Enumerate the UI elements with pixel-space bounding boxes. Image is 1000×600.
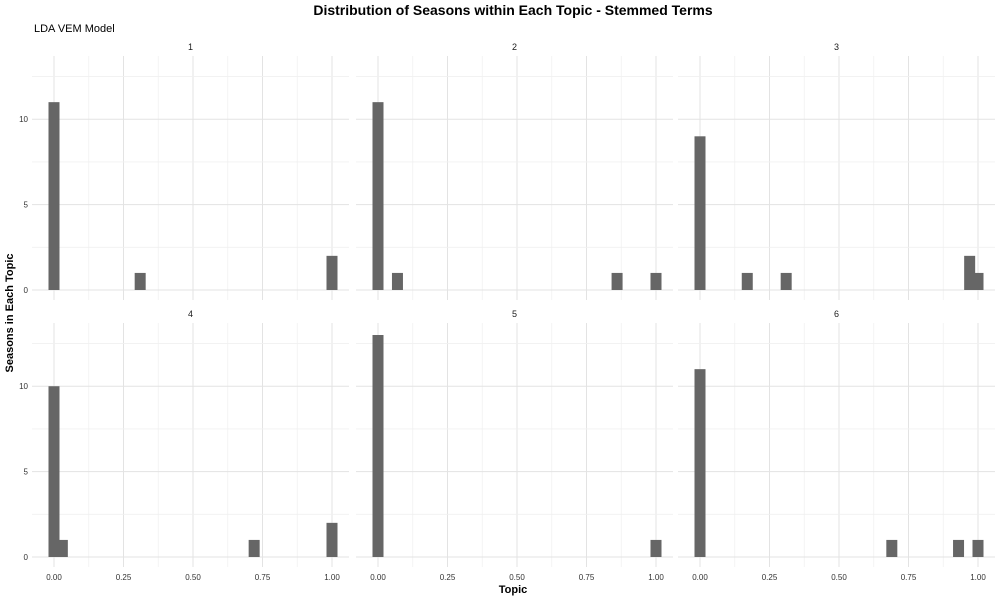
x-tick-label: 0.25 bbox=[440, 573, 456, 582]
facet-label: 3 bbox=[834, 42, 839, 52]
x-tick-label: 0.50 bbox=[509, 573, 525, 582]
histogram-bar bbox=[741, 272, 753, 290]
x-tick-label: 0.25 bbox=[762, 573, 778, 582]
x-tick-label: 0.50 bbox=[831, 573, 847, 582]
histogram-bar bbox=[972, 272, 984, 290]
histogram-bar bbox=[953, 539, 965, 557]
histogram-bar bbox=[48, 386, 60, 557]
y-tick-label: 10 bbox=[19, 115, 28, 124]
histogram-bar bbox=[780, 272, 792, 290]
grid-lines bbox=[32, 56, 349, 300]
x-tick-label: 0.00 bbox=[46, 573, 62, 582]
x-tick-label: 0.00 bbox=[370, 573, 386, 582]
facet-panel-4: 4 0 5 10 0.00 0.25 0.50 0.75 1.00 bbox=[19, 309, 349, 582]
histogram-bar bbox=[56, 539, 68, 557]
histogram-bar bbox=[694, 369, 706, 557]
histogram-bar bbox=[611, 272, 623, 290]
histogram-bar bbox=[391, 272, 403, 290]
facet-label: 1 bbox=[188, 42, 193, 52]
histogram-bar bbox=[48, 102, 60, 291]
y-tick-label: 0 bbox=[24, 286, 29, 295]
facet-label: 6 bbox=[834, 309, 839, 319]
x-tick-label: 0.25 bbox=[116, 573, 132, 582]
x-tick-label: 0.00 bbox=[692, 573, 708, 582]
y-tick-label: 5 bbox=[24, 468, 29, 477]
histogram-bar bbox=[372, 102, 384, 291]
histogram-bar bbox=[972, 539, 984, 557]
facet-panel-5: 5 0.00 0.25 0.50 0.75 1.00 bbox=[356, 309, 673, 582]
grid-lines bbox=[32, 323, 349, 567]
facet-label: 2 bbox=[512, 42, 517, 52]
facet-label: 4 bbox=[188, 309, 193, 319]
x-tick-label: 0.75 bbox=[901, 573, 917, 582]
histogram-bar bbox=[886, 539, 898, 557]
histogram-bar bbox=[694, 136, 706, 290]
histogram-bar bbox=[650, 539, 662, 557]
histogram-bar bbox=[964, 255, 976, 290]
x-tick-label: 0.50 bbox=[185, 573, 201, 582]
y-tick-label: 10 bbox=[19, 382, 28, 391]
facet-label: 5 bbox=[512, 309, 517, 319]
x-tick-label: 1.00 bbox=[648, 573, 664, 582]
grid-lines bbox=[678, 323, 995, 567]
grid-lines bbox=[356, 323, 673, 567]
histogram-bar bbox=[326, 522, 338, 557]
x-axis-title: Topic bbox=[499, 584, 528, 596]
histogram-bar bbox=[326, 255, 338, 290]
histogram-bar bbox=[650, 272, 662, 290]
facet-panel-6: 6 0.00 0.25 0.50 0.75 1.00 bbox=[678, 309, 995, 582]
x-tick-label: 1.00 bbox=[970, 573, 986, 582]
y-axis-title: Seasons in Each Topic bbox=[4, 254, 16, 373]
histogram-bar bbox=[372, 335, 384, 557]
chart-subtitle: LDA VEM Model bbox=[34, 23, 115, 35]
histogram-bar bbox=[248, 539, 260, 557]
grid-lines bbox=[356, 56, 673, 300]
x-tick-label: 0.75 bbox=[255, 573, 271, 582]
y-tick-label: 0 bbox=[24, 553, 29, 562]
chart-title: Distribution of Seasons within Each Topi… bbox=[313, 2, 713, 18]
facet-panel-2: 2 bbox=[356, 42, 673, 300]
grid-lines bbox=[678, 56, 995, 300]
y-tick-label: 5 bbox=[24, 201, 29, 210]
facet-panel-3: 3 bbox=[678, 42, 995, 300]
histogram-bar bbox=[134, 272, 146, 290]
x-tick-label: 0.75 bbox=[579, 573, 595, 582]
x-tick-label: 1.00 bbox=[324, 573, 340, 582]
